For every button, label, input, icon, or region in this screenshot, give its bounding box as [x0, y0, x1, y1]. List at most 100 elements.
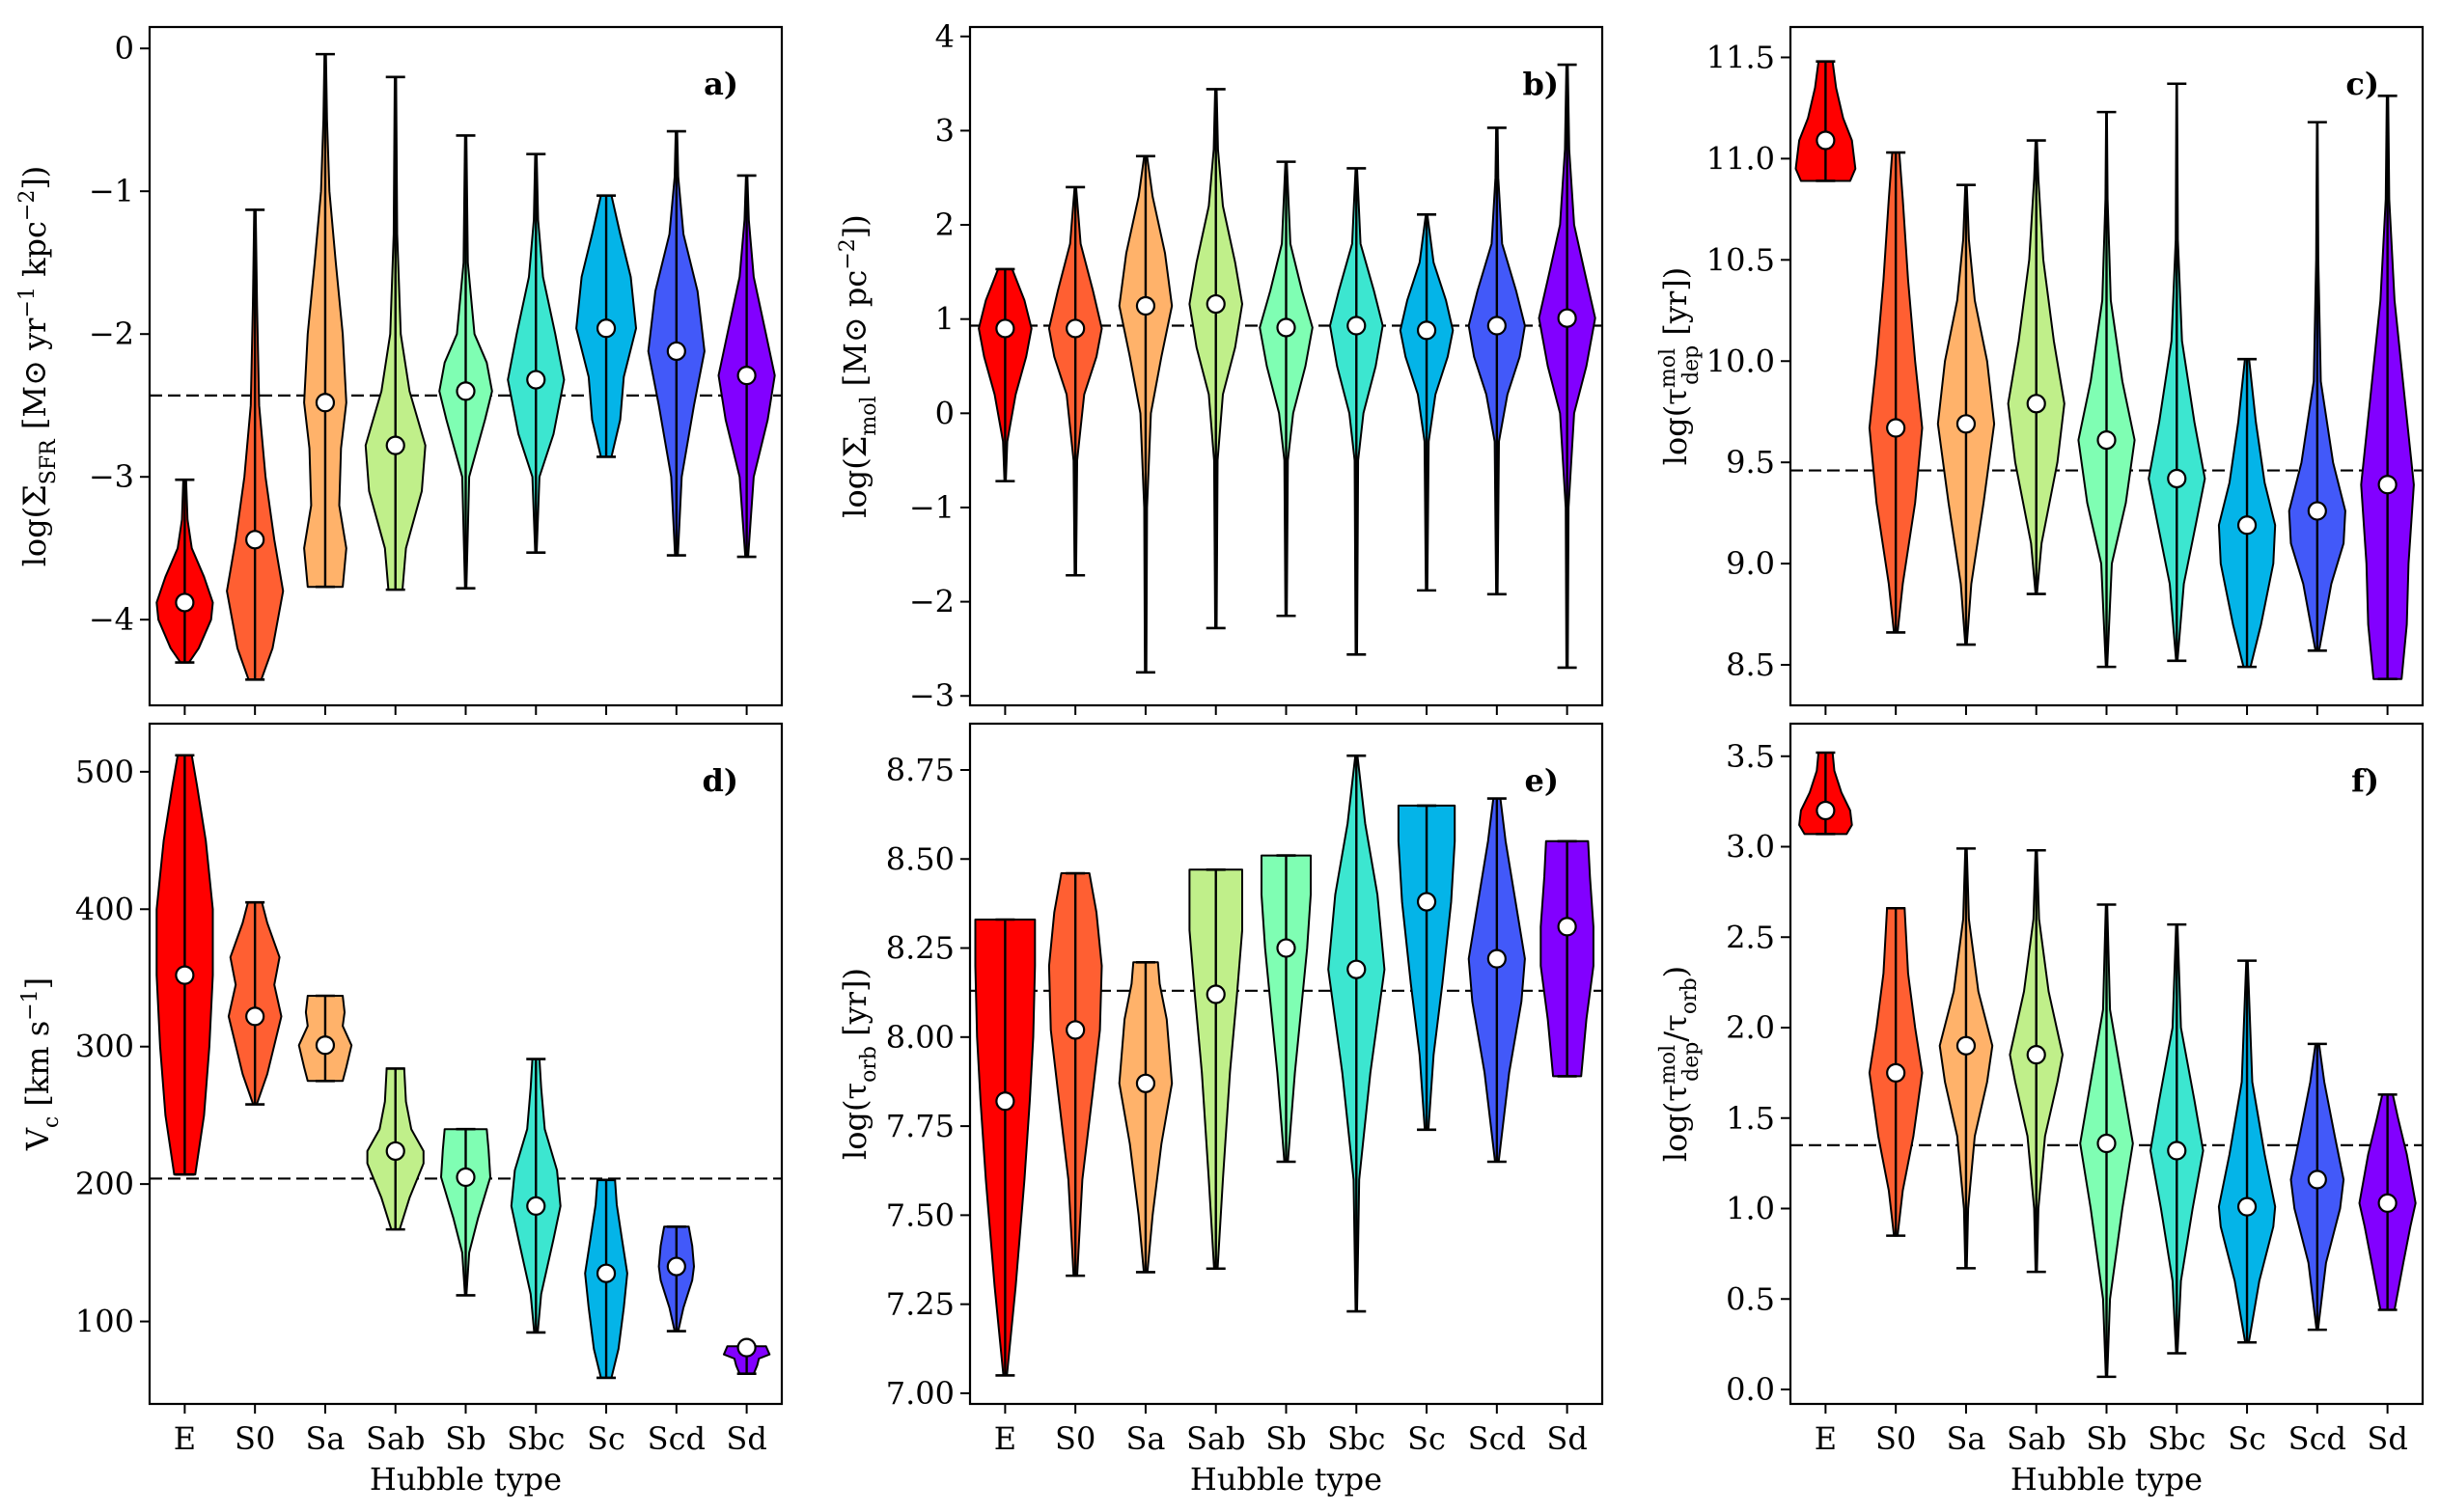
y-tick-label: 11.5 [1706, 39, 1775, 75]
median-marker-S0 [1066, 318, 1086, 339]
x-tick-label: Sd [726, 1420, 766, 1457]
y-label-main: log(Σ [837, 436, 873, 518]
x-tick-label: E [174, 1420, 196, 1457]
x-axis-label: Hubble type [2010, 1461, 2203, 1498]
y-axis-label: log(τmoldep/τorb) [1656, 966, 1704, 1162]
y-tick-label: 9.5 [1726, 444, 1775, 481]
y-label-sub: mol [857, 396, 881, 435]
x-tick-label: Sa [1946, 1420, 1985, 1457]
y-label-rest: /τ [1657, 1014, 1694, 1041]
panel-f: 3.5 3.0 2.5 2.0 1.5 1.0 0.5 0.0 E S0 Sa Sab Sb Sbc Sc S… [1656, 722, 2425, 1498]
panel-tag: a) [704, 66, 738, 102]
y-tick-label: −4 [89, 601, 134, 638]
x-axis-label: Hubble type [1190, 1461, 1382, 1498]
x-tick-label: Sb [1265, 1420, 1306, 1457]
y-label-main: log(τ [837, 1083, 873, 1160]
median-marker-Sab [385, 435, 405, 455]
median-marker-E [995, 1091, 1015, 1112]
x-tick-label: Sab [2007, 1420, 2066, 1457]
median-marker-Sa [315, 1035, 336, 1056]
y-tick-label: 7.75 [886, 1108, 955, 1144]
y-label-sup1: −2 [836, 238, 860, 269]
y-axis-label: log(Σmol [M⊙ pc−2]) [836, 214, 881, 517]
median-marker-Scd [1486, 316, 1507, 336]
y-tick-label: 3 [935, 112, 955, 149]
y-tick-label: 8.25 [886, 930, 955, 967]
y-label-main: log(Σ [16, 484, 53, 566]
median-marker-Sa [315, 393, 336, 413]
y-label-end: ]) [837, 214, 873, 238]
median-marker-Sb [2096, 429, 2117, 451]
y-label-sup1: −1 [18, 989, 42, 1020]
y-tick-label: −3 [909, 677, 955, 714]
median-marker-S0 [1886, 418, 1906, 438]
y-tick-label: −1 [89, 173, 134, 209]
y-tick-label: 10.0 [1706, 343, 1775, 379]
y-axis-label: Vc [km s−1] [18, 977, 64, 1151]
median-marker-Sd [1557, 917, 1577, 937]
panel-d: 500 400 300 200 100 E S0 Sa Sab Sb Sbc Sc Scd Sd Hubbl… [18, 722, 784, 1498]
y-axis-label: log(τorb [yr]) [837, 968, 881, 1160]
y-tick-label: 4 [935, 18, 955, 55]
x-tick-label: Scd [648, 1420, 706, 1457]
y-tick-label: 0.5 [1726, 1280, 1775, 1317]
y-tick-label: 0 [935, 395, 955, 431]
x-tick-label: Sa [305, 1420, 345, 1457]
y-tick-label: −2 [89, 316, 134, 352]
median-marker-Sbc [1346, 316, 1367, 336]
y-label-sub: orb [857, 1046, 881, 1083]
y-label-rest: [yr]) [1657, 267, 1694, 345]
y-label-rest: [km s [19, 1021, 56, 1116]
y-label-mid: kpc [16, 221, 53, 287]
y-label-sub: SFR [37, 438, 61, 484]
median-marker-E [1816, 130, 1836, 151]
x-tick-label: Sbc [2148, 1420, 2205, 1457]
median-marker-Sab [2026, 1045, 2046, 1065]
y-tick-label: 0 [115, 30, 134, 67]
y-tick-label: 3.0 [1726, 829, 1775, 866]
median-marker-Sd [1557, 308, 1577, 328]
median-marker-Sab [385, 1141, 405, 1162]
median-marker-Sc [2236, 1196, 2258, 1217]
median-marker-Sa [1135, 1073, 1156, 1093]
y-axis-label: log(τmoldep [yr]) [1656, 267, 1704, 466]
panel-a: 0−1−2−3−4a)log(ΣSFR [M⊙ yr−1 kpc−2]) [15, 25, 784, 715]
x-tick-label: Sbc [1327, 1420, 1385, 1457]
median-marker-Scd [666, 341, 686, 362]
median-marker-Sb [456, 381, 476, 401]
x-tick-label: S0 [1875, 1420, 1916, 1457]
y-tick-label: 2.5 [1726, 919, 1775, 955]
y-tick-label: −2 [909, 584, 955, 620]
y-tick-label: 7.50 [886, 1196, 955, 1233]
median-marker-E [175, 965, 195, 985]
y-tick-label: 300 [75, 1029, 134, 1065]
median-marker-Sbc [526, 1196, 546, 1217]
y-label-sup2: −2 [15, 190, 40, 221]
y-tick-label: −1 [909, 489, 955, 526]
median-marker-E [995, 318, 1015, 339]
x-tick-label: S0 [235, 1420, 275, 1457]
median-marker-Sab [2026, 394, 2046, 414]
median-marker-E [175, 592, 195, 613]
median-marker-Sd [2377, 1193, 2398, 1213]
median-marker-Sc [596, 318, 617, 339]
x-tick-label: Sd [2367, 1420, 2407, 1457]
y-label-sub: c [40, 1116, 64, 1128]
x-tick-label: E [1815, 1420, 1837, 1457]
y-label-main: V [19, 1127, 56, 1151]
median-marker-Sa [1135, 295, 1156, 316]
y-label-sup: mol [1656, 1045, 1680, 1085]
y-label-sup1: −1 [15, 287, 40, 317]
y-label-sup: mol [1656, 348, 1680, 388]
x-tick-label: Sb [2086, 1420, 2126, 1457]
y-tick-label: 10.5 [1706, 241, 1775, 278]
median-marker-S0 [245, 1006, 265, 1027]
y-label-main: log(τ [1657, 1085, 1694, 1162]
y-tick-label: 400 [75, 891, 134, 927]
median-marker-Sb [1276, 317, 1296, 338]
median-marker-Sb [2096, 1133, 2117, 1154]
y-tick-label: 1.5 [1726, 1100, 1775, 1137]
y-axis-label: log(ΣSFR [M⊙ yr−1 kpc−2]) [15, 166, 61, 567]
median-marker-Sab [1206, 984, 1226, 1004]
